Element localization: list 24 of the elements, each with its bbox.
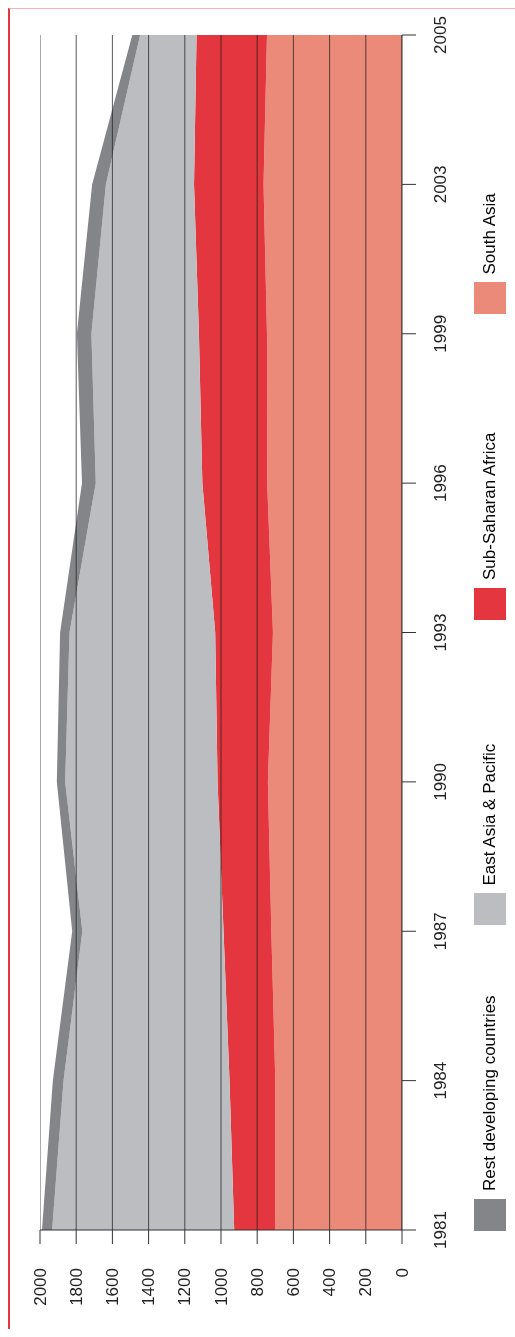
y-tick-label: 1981 [430,1211,450,1249]
y-tick-label: 1999 [430,314,450,353]
x-tick-label: 0 [392,1268,412,1278]
x-tick-label: 1800 [66,1268,86,1306]
x-tick-label: 2000 [30,1268,50,1306]
text: Rest developing countries [480,995,500,1191]
text: South Asia [480,193,500,275]
x-tick-label: 1600 [102,1268,122,1306]
x-tick-label: 1200 [175,1268,195,1306]
x-tick-label: 800 [247,1268,267,1297]
y-tick-label: 1996 [430,464,450,503]
text: Sub-Saharan Africa [480,432,500,580]
y-tick-label: 1984 [430,1061,450,1100]
x-tick-label: 1400 [139,1268,159,1306]
y-tick-label: 1987 [430,912,450,951]
y-tick-label: 2003 [430,165,450,204]
x-tick-label: 600 [283,1268,303,1297]
x-tick-label: 1000 [211,1268,231,1306]
y-tick-label: 1990 [430,762,450,801]
x-tick-label: 200 [356,1268,376,1297]
y-tick-label: 1993 [430,613,450,652]
y-tick-label: 2005 [430,16,450,54]
text: East Asia & Pacific [480,743,500,886]
x-tick-label: 400 [320,1268,340,1297]
